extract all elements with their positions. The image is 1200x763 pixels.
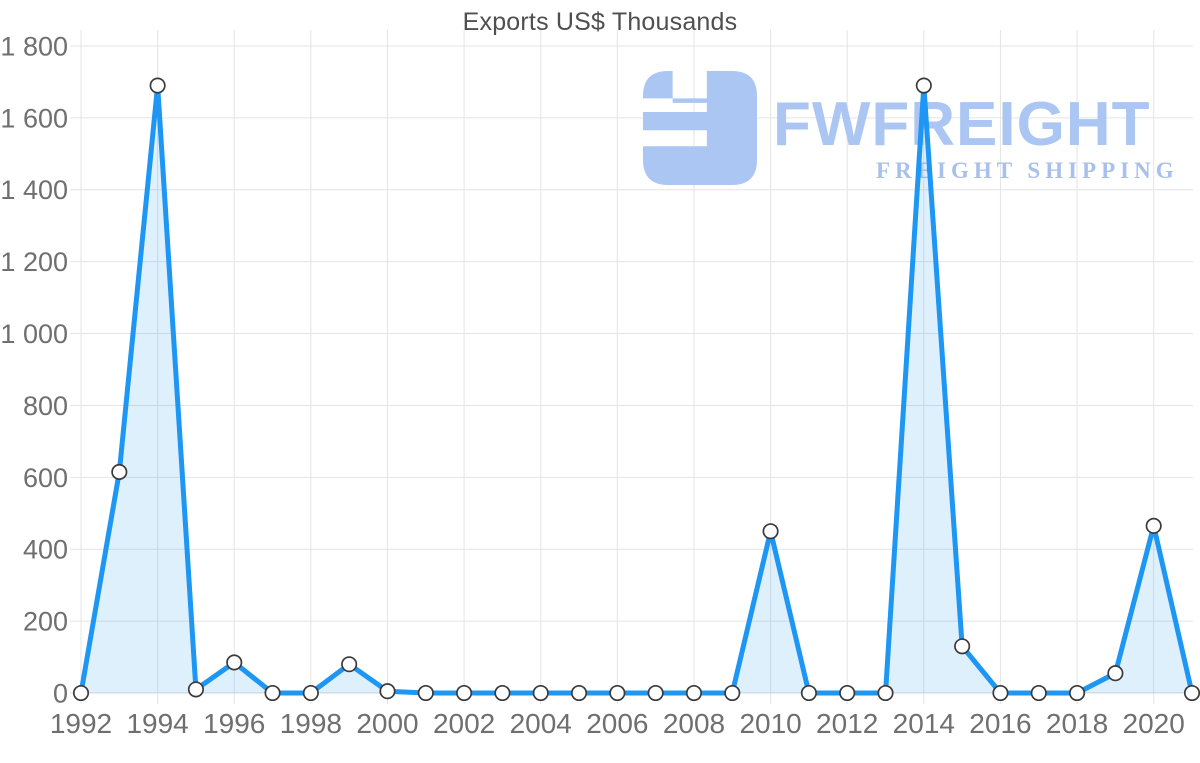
data-point-2019[interactable]: [1107, 665, 1124, 682]
data-point-2011[interactable]: [800, 684, 817, 702]
x-axis-tick-label: 2016: [969, 708, 1031, 739]
data-point-1997[interactable]: [264, 684, 281, 702]
x-axis-tick-label: 1992: [50, 708, 112, 739]
series-area-fill: [81, 85, 1192, 694]
x-axis-tick-label: 2004: [510, 708, 572, 739]
data-point-2020[interactable]: [1145, 517, 1162, 534]
x-axis-tick-label: 2020: [1123, 708, 1185, 739]
data-point-2016[interactable]: [992, 684, 1009, 702]
fwfreight-logo-icon: [643, 71, 757, 185]
y-axis-tick-label: 600: [23, 463, 68, 493]
data-point-2008[interactable]: [685, 684, 703, 702]
data-point-1996[interactable]: [226, 654, 243, 671]
watermark: FWFREIGHT FREIGHT SHIPPING: [643, 70, 1174, 190]
data-point-2004[interactable]: [532, 684, 549, 702]
data-point-2012[interactable]: [839, 684, 856, 702]
data-point-1993[interactable]: [111, 463, 128, 480]
data-point-1999[interactable]: [341, 656, 358, 673]
chart-title: Exports US$ Thousands: [462, 8, 738, 36]
y-axis-tick-label: 1 200: [0, 247, 68, 277]
watermark-brand-text: FWFREIGHT: [773, 90, 1151, 159]
data-point-2007[interactable]: [647, 684, 664, 702]
data-point-2013[interactable]: [877, 684, 894, 702]
y-axis-tick-label: 0: [53, 678, 68, 708]
y-axis-tick-label: 1 000: [0, 319, 68, 349]
data-point-1994[interactable]: [149, 77, 166, 94]
data-point-2005[interactable]: [570, 684, 588, 702]
y-axis-tick-label: 1 400: [0, 175, 68, 205]
data-point-1995[interactable]: [187, 681, 204, 698]
x-axis-tick-label: 2008: [663, 708, 725, 739]
y-axis-tick-label: 200: [23, 607, 68, 637]
x-axis-tick-label: 1998: [280, 708, 342, 739]
x-axis-tick-label: 2000: [356, 708, 418, 739]
x-axis-tick-label: 2010: [739, 708, 801, 739]
x-axis-tick-label: 1994: [126, 708, 188, 739]
x-axis-tick-label: 2018: [1046, 708, 1108, 739]
data-point-2003[interactable]: [494, 684, 511, 702]
x-axis-tick-label: 1996: [203, 708, 265, 739]
series-line: [78, 83, 1195, 696]
data-point-2009[interactable]: [724, 684, 741, 702]
data-point-2017[interactable]: [1030, 684, 1047, 702]
data-point-2006[interactable]: [609, 684, 626, 702]
data-point-2010[interactable]: [762, 523, 779, 540]
data-point-2000[interactable]: [379, 683, 396, 700]
data-point-2001[interactable]: [417, 684, 434, 702]
x-axis-tick-label: 2014: [893, 708, 955, 739]
data-point-2018[interactable]: [1069, 684, 1086, 702]
data-point-2002[interactable]: [456, 684, 473, 702]
y-axis-tick-label: 800: [23, 391, 68, 421]
y-axis-tick-label: 1 800: [0, 31, 68, 61]
x-axis-tick-label: 2002: [433, 708, 495, 739]
data-point-2015[interactable]: [954, 638, 971, 655]
y-axis-tick-label: 1 600: [0, 103, 68, 133]
data-point-2014[interactable]: [915, 77, 932, 94]
x-axis-tick-label: 2012: [816, 708, 878, 739]
data-point-1998[interactable]: [302, 684, 319, 702]
y-axis-tick-label: 400: [23, 535, 68, 565]
data-point-1992[interactable]: [72, 684, 90, 702]
watermark-tagline-text: FREIGHT SHIPPING: [876, 158, 1179, 183]
x-axis-tick-label: 2006: [586, 708, 648, 739]
data-point-2021[interactable]: [1183, 684, 1200, 702]
